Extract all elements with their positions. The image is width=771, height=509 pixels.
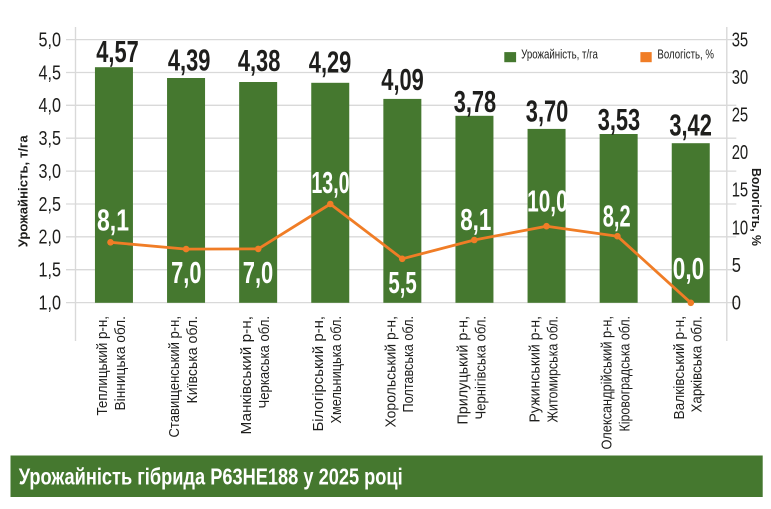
svg-text:Ружинський р-н,: Ружинський р-н, bbox=[527, 316, 544, 423]
svg-text:4,39: 4,39 bbox=[168, 43, 211, 78]
svg-text:13,0: 13,0 bbox=[311, 165, 349, 200]
svg-text:Хмельницька обл.: Хмельницька обл. bbox=[328, 316, 345, 424]
svg-text:Харківська обл.: Харківська обл. bbox=[689, 316, 706, 413]
svg-text:Вологість, %: Вологість, % bbox=[657, 47, 714, 62]
svg-text:3,53: 3,53 bbox=[598, 102, 641, 137]
svg-text:10,0: 10,0 bbox=[527, 183, 568, 218]
svg-text:Чернігівська обл.: Чернігівська обл. bbox=[472, 316, 489, 420]
svg-text:2,0: 2,0 bbox=[39, 226, 62, 249]
svg-text:5,5: 5,5 bbox=[388, 265, 416, 300]
svg-text:5,0: 5,0 bbox=[39, 28, 62, 51]
svg-text:4,29: 4,29 bbox=[309, 45, 352, 80]
svg-text:Урожайність, т/га: Урожайність, т/га bbox=[16, 135, 31, 248]
svg-text:Урожайність, т/га: Урожайність, т/га bbox=[521, 47, 598, 62]
svg-text:7,0: 7,0 bbox=[171, 255, 201, 290]
svg-text:15: 15 bbox=[732, 179, 749, 202]
svg-text:Валківський р-н,: Валківський р-н, bbox=[671, 316, 688, 420]
svg-text:4,38: 4,38 bbox=[238, 43, 281, 78]
svg-text:0: 0 bbox=[732, 291, 741, 314]
svg-text:Прилуцький р-н,: Прилуцький р-н, bbox=[454, 316, 471, 425]
svg-text:1,5: 1,5 bbox=[39, 259, 62, 282]
svg-text:4,0: 4,0 bbox=[39, 94, 62, 117]
svg-text:Олександрійський р-н,: Олександрійський р-н, bbox=[599, 316, 616, 450]
svg-text:3,42: 3,42 bbox=[669, 108, 712, 143]
svg-text:4,57: 4,57 bbox=[96, 34, 139, 69]
svg-text:5: 5 bbox=[732, 254, 741, 277]
svg-text:8,2: 8,2 bbox=[603, 199, 631, 234]
svg-text:3,78: 3,78 bbox=[454, 84, 497, 119]
svg-text:3,70: 3,70 bbox=[526, 94, 569, 129]
svg-text:25: 25 bbox=[732, 104, 749, 127]
svg-text:Манківський р-н,: Манківський р-н, bbox=[238, 316, 255, 435]
svg-text:Полтавська обл.: Полтавська обл. bbox=[400, 316, 417, 413]
svg-text:Житомирська обл.: Житомирська обл. bbox=[544, 316, 561, 423]
svg-text:10: 10 bbox=[732, 216, 749, 239]
svg-text:Вінницька обл.: Вінницька обл. bbox=[112, 316, 129, 411]
svg-text:20: 20 bbox=[732, 141, 749, 164]
svg-text:1,0: 1,0 bbox=[39, 291, 62, 314]
svg-text:0,0: 0,0 bbox=[673, 251, 704, 286]
svg-text:Білогірський р-н,: Білогірський р-н, bbox=[310, 316, 327, 432]
svg-text:30: 30 bbox=[732, 66, 749, 89]
svg-text:3,0: 3,0 bbox=[39, 160, 62, 183]
svg-text:Кіровоградська обл.: Кіровоградська обл. bbox=[617, 316, 634, 432]
svg-text:7,0: 7,0 bbox=[243, 255, 274, 290]
svg-text:Хорольський р-н,: Хорольський р-н, bbox=[382, 316, 399, 428]
svg-text:Урожайність гібрида P63HE188 у: Урожайність гібрида P63HE188 у 2025 році bbox=[19, 464, 403, 490]
svg-text:Київська обл.: Київська обл. bbox=[184, 316, 201, 404]
svg-text:8,1: 8,1 bbox=[460, 202, 491, 237]
svg-text:3,5: 3,5 bbox=[39, 127, 62, 150]
svg-text:Ставищенський р-н,: Ставищенський р-н, bbox=[166, 316, 183, 438]
svg-text:Вологість, %: Вологість, % bbox=[749, 168, 764, 246]
svg-text:4,09: 4,09 bbox=[381, 62, 424, 97]
svg-text:2,5: 2,5 bbox=[39, 193, 62, 216]
svg-text:Теплицький р-н,: Теплицький р-н, bbox=[94, 316, 111, 416]
svg-text:8,1: 8,1 bbox=[97, 203, 129, 238]
svg-text:35: 35 bbox=[732, 28, 749, 51]
svg-text:Черкаська обл.: Черкаська обл. bbox=[256, 316, 273, 409]
svg-text:4,5: 4,5 bbox=[39, 61, 62, 84]
